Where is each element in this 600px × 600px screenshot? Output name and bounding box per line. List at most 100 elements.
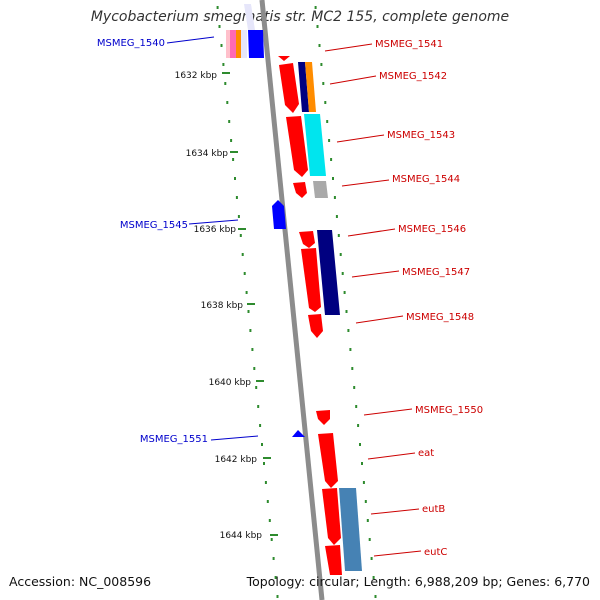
leader-line	[188, 219, 239, 225]
category-block[interactable]	[230, 30, 236, 58]
gene-arrow[interactable]	[293, 182, 307, 198]
gene-label-msmeg-1544[interactable]: MSMEG_1544	[392, 174, 460, 185]
tick-dot	[318, 44, 321, 47]
tick-dot	[364, 500, 367, 503]
gene-arrow[interactable]	[244, 4, 255, 30]
map-title: Mycobacterium smegmatis str. MC2 155, co…	[90, 9, 510, 25]
tick-dot	[357, 424, 360, 427]
category-block[interactable]	[248, 30, 264, 58]
tick-dot	[328, 139, 331, 142]
tick-label: 1642 kbp	[215, 455, 258, 465]
tick-label: 1638 kbp	[201, 301, 244, 311]
tick-dot	[218, 25, 221, 28]
tick-dot	[337, 234, 340, 237]
category-block[interactable]	[226, 30, 230, 58]
category-block[interactable]	[304, 114, 326, 176]
tick-dot	[372, 576, 375, 579]
category-block[interactable]	[339, 488, 362, 571]
gene-label-eutc[interactable]: eutC	[424, 547, 447, 558]
tick-dot	[253, 367, 256, 370]
tick-dot	[255, 386, 258, 389]
tick-dot	[351, 367, 354, 370]
gene-arrow[interactable]	[301, 248, 321, 312]
tick-dot	[241, 253, 244, 256]
tick-dot	[257, 405, 260, 408]
tick-dot	[335, 215, 338, 218]
gene-label-msmeg-1542[interactable]: MSMEG_1542	[379, 71, 447, 82]
inner-tick-ring	[216, 6, 279, 598]
tick-dot	[330, 158, 333, 161]
tick-dot	[230, 139, 233, 142]
tick-dot	[222, 63, 225, 66]
gene-label-msmeg-1541[interactable]: MSMEG_1541	[375, 39, 443, 50]
accession-label: Accession: NC_008596	[9, 574, 152, 589]
leader-line	[341, 179, 390, 187]
tick-label: 1632 kbp	[175, 71, 218, 81]
gene-arrow[interactable]	[292, 430, 305, 437]
tick-dot	[245, 291, 248, 294]
tick-dot	[322, 82, 325, 85]
gene-arrow[interactable]	[308, 314, 323, 338]
gene-label-eat[interactable]: eat	[418, 448, 434, 459]
leader-line	[373, 550, 422, 557]
gene-label-msmeg-1540[interactable]: MSMEG_1540	[97, 38, 165, 49]
tick-dot	[270, 538, 273, 541]
tick-dot	[353, 386, 356, 389]
gene-label-msmeg-1550[interactable]: MSMEG_1550	[415, 405, 483, 416]
tick-dot	[237, 215, 240, 218]
tick-dot	[361, 462, 363, 465]
category-block[interactable]	[305, 62, 316, 112]
tick-dot	[239, 234, 242, 237]
tick-dot	[268, 519, 271, 522]
gene-label-msmeg-1545[interactable]: MSMEG_1545	[120, 220, 188, 231]
gene-arrow[interactable]	[318, 433, 338, 488]
tick-dot	[220, 44, 223, 47]
leader-line	[347, 228, 396, 237]
tick-dot	[249, 329, 252, 332]
gene-label-msmeg-1551[interactable]: MSMEG_1551	[140, 434, 208, 445]
gene-label-eutb[interactable]: eutB	[422, 504, 445, 515]
gene-arrow[interactable]	[279, 63, 299, 113]
leader-line	[329, 75, 377, 85]
tick-dot	[226, 101, 229, 104]
tick-dot	[261, 443, 263, 446]
category-block[interactable]	[317, 230, 340, 315]
tick-dot	[343, 291, 346, 294]
gene-arrow[interactable]	[299, 231, 315, 248]
category-block[interactable]	[298, 62, 309, 112]
gene-arrow[interactable]	[325, 545, 342, 575]
category-block[interactable]	[236, 30, 241, 58]
tick-dot	[316, 25, 319, 28]
kbp-ticks: 1632 kbp 1634 kbp 1636 kbp 1638 kbp 1640…	[175, 71, 278, 541]
tick-label: 1634 kbp	[186, 149, 229, 159]
tick-dot	[366, 519, 369, 522]
tick-dot	[374, 595, 377, 598]
tick-dot	[314, 6, 317, 9]
gene-arrow[interactable]	[316, 410, 330, 425]
tick-label: 1640 kbp	[209, 378, 252, 388]
tick-dot	[332, 177, 334, 180]
gene-arrow[interactable]	[272, 200, 286, 229]
gene-arrow[interactable]	[322, 488, 341, 545]
tick-dot	[324, 101, 327, 104]
category-block[interactable]	[313, 181, 328, 198]
leader-line	[210, 435, 259, 441]
leader-line	[324, 43, 373, 52]
tick-dot	[359, 443, 361, 446]
gene-arrow[interactable]	[278, 56, 290, 61]
genome-summary: Topology: circular; Length: 6,988,209 bp…	[246, 574, 590, 589]
tick-dot	[234, 177, 236, 180]
tick-dot	[347, 329, 350, 332]
leader-line	[363, 408, 413, 416]
tick-dot	[276, 595, 279, 598]
category-block[interactable]	[241, 30, 247, 58]
label-leaders	[166, 36, 422, 557]
gene-label-msmeg-1546[interactable]: MSMEG_1546	[398, 224, 466, 235]
gene-label-msmeg-1547[interactable]: MSMEG_1547	[402, 267, 470, 278]
leader-line	[355, 315, 404, 324]
gene-label-msmeg-1548[interactable]: MSMEG_1548	[406, 312, 474, 323]
gene-label-msmeg-1543[interactable]: MSMEG_1543	[387, 130, 455, 141]
gene-arrow[interactable]	[286, 116, 308, 177]
tick-dot	[224, 82, 227, 85]
